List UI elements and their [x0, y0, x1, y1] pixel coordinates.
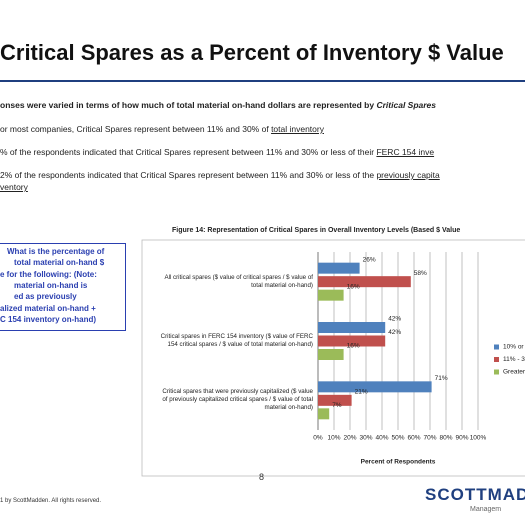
category-label: All critical spares ($ value of critical… [164, 273, 313, 289]
bullet: % of the respondents indicated that Crit… [0, 147, 434, 157]
logo-tagline: Managem [470, 506, 502, 513]
bullet-text: % of the respondents indicated that Crit… [0, 147, 375, 157]
data-label: 26% [363, 256, 376, 263]
bullet: or most companies, Critical Spares repre… [0, 124, 324, 134]
x-tick-label: 50% [391, 435, 404, 442]
bullet-text: 2% of the respondents indicated that Cri… [0, 170, 375, 180]
footer: 1 by ScottMadden. All rights reserved. [0, 498, 102, 504]
x-tick-label: 10% [327, 435, 340, 442]
category-label: Critical spares in FERC 154 inventory ($… [160, 333, 313, 348]
bar [318, 349, 344, 360]
data-label: 16% [347, 343, 360, 350]
x-tick-label: 100% [470, 435, 487, 442]
question-line: What is the percentage of [7, 247, 105, 256]
bar [318, 262, 360, 274]
question-line: material on-hand is [14, 280, 88, 290]
legend-swatch [494, 344, 499, 350]
x-tick-label: 20% [343, 435, 356, 442]
x-tick-label: 40% [375, 435, 388, 442]
data-label: 21% [355, 389, 368, 396]
bullet-text: or most companies, Critical Spares repre… [0, 124, 269, 134]
x-axis-title: Percent of Respondents [361, 459, 436, 466]
bar [318, 276, 411, 288]
data-label: 42% [388, 316, 401, 323]
figure-title: Figure 14: Representation of Critical Sp… [172, 227, 461, 234]
x-tick-label: 30% [359, 435, 372, 442]
logo: SCOTTMAD [425, 485, 525, 504]
data-label: 16% [347, 283, 360, 290]
legend-label: Greater [503, 369, 525, 376]
data-label: 71% [435, 375, 448, 382]
question-line: ed as previously [14, 292, 77, 302]
bar [318, 322, 386, 333]
x-tick-label: 80% [439, 435, 452, 442]
question-line: alized material on-hand + [0, 303, 96, 313]
legend-label: 10% or [503, 344, 524, 351]
bar [318, 335, 386, 347]
data-label: 58% [414, 270, 427, 277]
question-box [0, 243, 126, 331]
title-rule [0, 80, 525, 82]
legend-label: 11% - 3 [503, 356, 525, 363]
bar [318, 394, 352, 406]
bar [318, 408, 330, 420]
legend-swatch [494, 369, 499, 375]
chart-frame [141, 239, 525, 477]
question-line: total material on-hand $ [14, 258, 105, 268]
title: Critical Spares as a Percent of Inventor… [0, 40, 504, 65]
question-line: e for the following: (Note: [0, 269, 97, 279]
bullet-link: previously capita [376, 170, 440, 180]
bullet-link: ventory [0, 182, 28, 192]
question-line: C 154 inventory on-hand) [0, 314, 97, 324]
intro-text: onses were varied in terms of how much o… [0, 100, 375, 110]
intro-emphasis: Critical Spares [376, 100, 437, 110]
data-label: 42% [388, 329, 401, 336]
bar [318, 381, 432, 393]
intro: onses were varied in terms of how much o… [0, 100, 436, 110]
bar [318, 289, 344, 301]
category-label: Critical spares that were previously cap… [162, 388, 313, 412]
bullet: 2% of the respondents indicated that Cri… [0, 170, 440, 180]
x-tick-label: 0% [313, 435, 323, 442]
page-number: 8 [259, 472, 265, 482]
bullet-link: total inventory [271, 124, 324, 134]
x-tick-label: 70% [423, 435, 436, 442]
x-tick-label: 60% [407, 435, 420, 442]
bullet-link: FERC 154 inve [376, 147, 435, 157]
legend-swatch [494, 357, 499, 362]
data-label: 7% [332, 402, 342, 409]
x-tick-label: 90% [455, 435, 468, 442]
